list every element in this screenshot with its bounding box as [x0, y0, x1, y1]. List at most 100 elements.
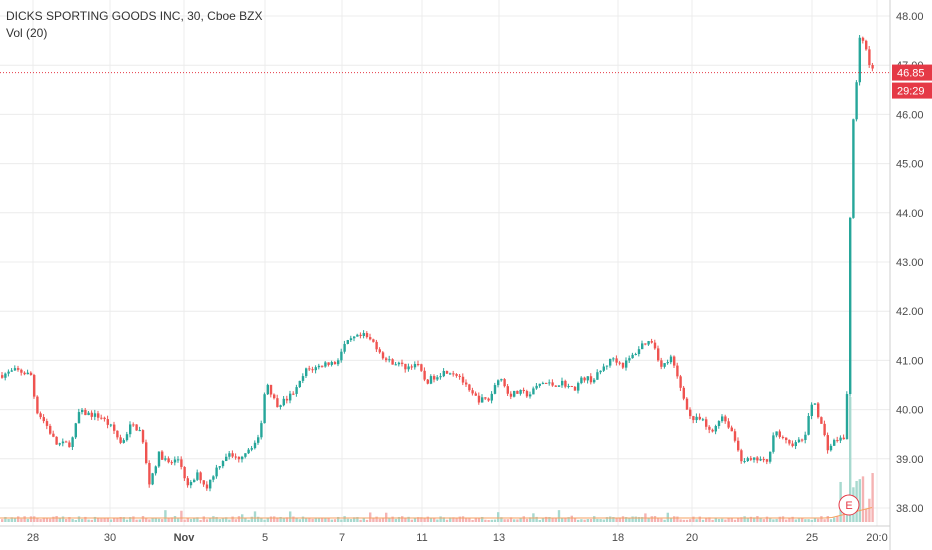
volume-bar	[586, 519, 589, 522]
volume-bar	[199, 519, 202, 522]
volume-bar	[833, 517, 836, 522]
earnings-marker[interactable]: E	[838, 494, 860, 516]
volume-bar	[244, 517, 247, 522]
volume-bar	[298, 519, 301, 522]
volume-bar	[93, 516, 97, 522]
volume-bar	[365, 519, 369, 522]
candle-body	[193, 479, 196, 482]
candle-body	[29, 372, 33, 376]
candle-body	[55, 436, 58, 445]
candle-body	[532, 388, 535, 395]
candle-body	[724, 416, 727, 422]
volume-bar	[45, 518, 49, 522]
volume-bar	[445, 519, 449, 522]
candle-body	[327, 362, 330, 365]
volume-bar	[692, 516, 695, 522]
candle-body	[52, 433, 55, 437]
candle-body	[369, 337, 372, 340]
candle-body	[477, 395, 481, 403]
candle-body	[407, 366, 410, 370]
volume-bar	[84, 516, 87, 522]
candle-body	[362, 333, 365, 337]
x-tick-label: 20	[686, 532, 698, 544]
candle-body	[20, 369, 23, 373]
volume-bar	[1, 519, 4, 522]
volume-bar	[420, 517, 423, 522]
candle-body	[676, 365, 679, 377]
volume-bar	[605, 517, 609, 522]
volume-bar	[349, 519, 353, 522]
volume-bar	[769, 517, 772, 522]
volume-bar	[625, 517, 628, 522]
candle-body	[113, 424, 116, 431]
volume-bar	[647, 518, 650, 522]
candle-body	[324, 362, 327, 367]
candle-body	[781, 436, 785, 438]
candle-body	[141, 430, 145, 443]
candle-body	[279, 405, 282, 407]
last-price-tag-background	[892, 64, 932, 81]
candle-body	[196, 472, 199, 480]
volume-bar	[458, 516, 461, 522]
volume-bar	[401, 516, 404, 522]
candle-body	[849, 217, 852, 395]
volume-bar	[564, 517, 567, 522]
candle-body	[618, 362, 621, 364]
candle-body	[868, 49, 871, 66]
volume-ma-line	[0, 507, 873, 519]
candle-body	[804, 434, 807, 441]
volume-bar	[730, 518, 733, 522]
candle-body	[513, 391, 516, 397]
symbol-title[interactable]: DICKS SPORTING GOODS INC, 30, Cboe BZX	[6, 9, 263, 23]
candle-body	[458, 375, 461, 377]
candle-body	[26, 372, 29, 375]
volume-bar	[33, 516, 36, 522]
x-tick-label: 25	[806, 532, 818, 544]
volume-bar	[410, 519, 413, 522]
y-tick-label: 43.00	[896, 257, 924, 269]
earnings-icon[interactable]	[838, 494, 860, 516]
candle-body	[391, 359, 394, 365]
candle-body	[679, 376, 682, 388]
last-price-value: 46.85	[897, 68, 925, 80]
volume-bar	[173, 516, 177, 522]
candle-body	[308, 368, 311, 370]
candle-body	[103, 417, 106, 420]
candle-body	[583, 377, 586, 381]
candle-body	[13, 368, 17, 371]
volume-bar	[39, 519, 42, 522]
candle-body	[167, 458, 170, 463]
volume-bar	[477, 517, 481, 522]
candle-body	[260, 423, 263, 438]
candle-body	[673, 356, 676, 366]
volume-bar	[500, 517, 503, 522]
candle-body	[813, 403, 817, 405]
candle-body	[183, 466, 186, 479]
candle-body	[650, 341, 653, 343]
volume-bar	[442, 517, 445, 522]
volume-bar	[756, 516, 759, 522]
candle-body	[631, 354, 634, 359]
last-price-tag: 46.85	[892, 64, 932, 81]
volume-bar	[529, 517, 532, 522]
candle-body	[586, 376, 589, 381]
candle-body	[372, 339, 375, 342]
chart-grid	[0, 0, 890, 526]
candle-body	[164, 458, 167, 460]
volume-bar	[538, 519, 541, 522]
candle-body	[381, 352, 385, 359]
volume-bar	[157, 518, 161, 522]
volume-bar	[273, 516, 276, 522]
volume-bar	[135, 519, 138, 522]
volume-bar	[189, 518, 193, 522]
volume-bar	[180, 510, 183, 522]
candle-body	[346, 340, 349, 344]
candle-body	[727, 421, 730, 428]
candle-body	[689, 409, 692, 417]
volume-indicator-label[interactable]: Vol (20)	[6, 26, 48, 40]
volume-bar	[141, 516, 145, 522]
volume-bar	[685, 519, 689, 522]
candle-body	[433, 376, 436, 380]
